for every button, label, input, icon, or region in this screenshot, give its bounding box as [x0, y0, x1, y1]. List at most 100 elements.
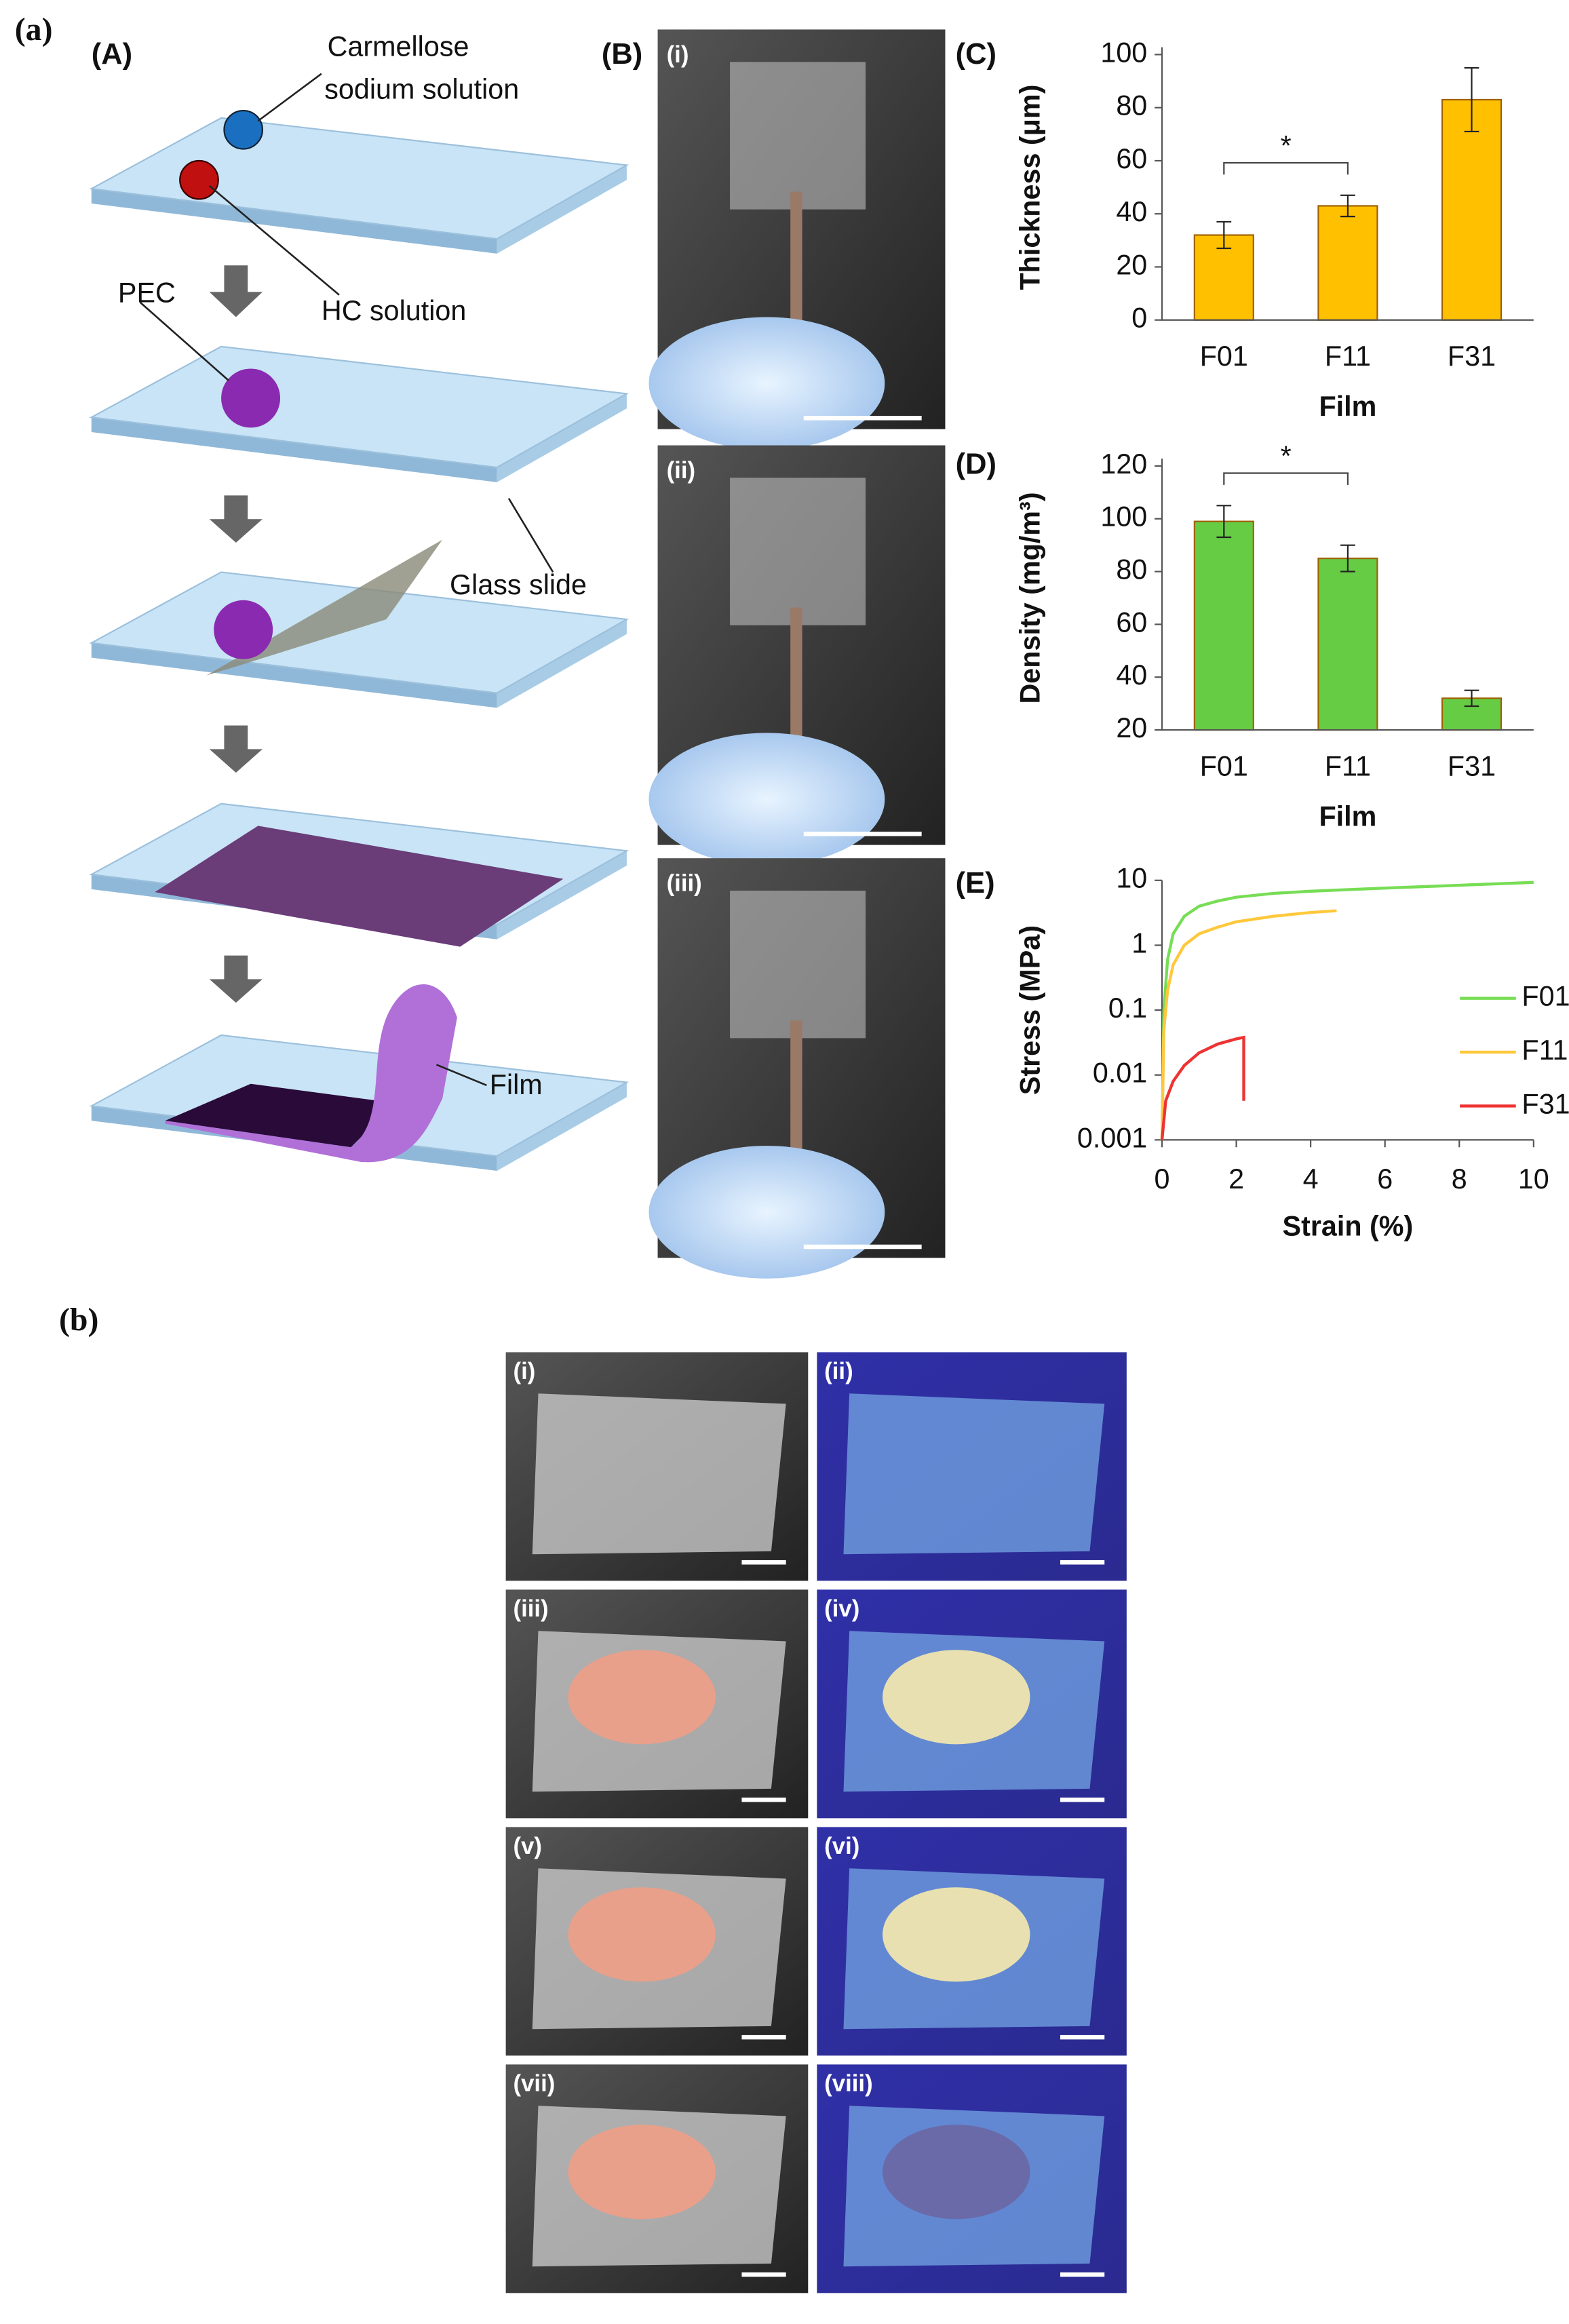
y-tick-label: 40 — [1116, 196, 1147, 227]
x-tick-label: 10 — [1518, 1163, 1549, 1195]
photo: (vii) — [505, 2064, 809, 2293]
y-tick-label: 60 — [1116, 143, 1147, 174]
film-sample — [730, 891, 866, 1039]
y-tick-label: 20 — [1116, 249, 1147, 280]
photo: (iv) — [817, 1589, 1127, 1819]
process-arrows — [209, 265, 263, 1003]
x-tick-label: F31 — [1448, 341, 1496, 372]
photo-label: (iv) — [824, 1596, 859, 1622]
x-tick-label: F01 — [1200, 341, 1248, 372]
photo: (i) — [505, 1352, 809, 1581]
y-axis-title: Stress (MPa) — [1015, 925, 1046, 1095]
red-droplet — [179, 159, 219, 200]
y-tick-label: 20 — [1116, 712, 1147, 743]
slide-edge — [91, 642, 497, 708]
photo: (ii) — [817, 1352, 1127, 1581]
photo-label: (ii) — [667, 458, 695, 484]
x-tick-label: 4 — [1303, 1163, 1319, 1195]
significance-bracket — [1223, 472, 1349, 485]
y-tick-label: 0.01 — [1093, 1058, 1147, 1089]
significance-label: * — [1281, 441, 1292, 472]
series-line — [1160, 880, 1534, 1140]
error-bar — [1340, 194, 1355, 218]
x-axis-title: Film — [1319, 391, 1376, 422]
x-tick-label: 2 — [1228, 1163, 1244, 1195]
y-tick-label: 0.001 — [1077, 1122, 1147, 1153]
error-bar — [1216, 505, 1232, 539]
scale-bar — [1060, 2272, 1105, 2277]
y-axis-title: Density (mg/m³) — [1015, 492, 1046, 703]
panel-label: (a) — [15, 12, 53, 47]
bar — [1441, 98, 1503, 321]
slide-edge — [497, 393, 627, 482]
slide-edge — [497, 619, 627, 708]
x-tick-label: 8 — [1452, 1163, 1467, 1195]
axes — [1161, 459, 1534, 731]
axes — [1161, 880, 1534, 1141]
pouch — [532, 1393, 786, 1555]
error-bar — [1464, 66, 1479, 132]
film-layer — [155, 826, 564, 947]
panel-label: (b) — [59, 1302, 98, 1338]
x-tick-label: F11 — [1325, 341, 1371, 372]
sample — [883, 1887, 1030, 1982]
slide-top — [89, 117, 629, 240]
slide-edge — [91, 417, 497, 482]
panel-label: (E) — [956, 867, 995, 899]
y-tick-label: 100 — [1100, 37, 1147, 68]
scale-bar — [803, 832, 922, 836]
y-tick-label: 80 — [1116, 90, 1147, 121]
x-tick-label: F31 — [1448, 750, 1496, 781]
scale-bar — [1060, 1560, 1105, 1565]
label: PEC — [118, 277, 176, 309]
scale-bar — [741, 2034, 786, 2040]
y-tick-label: 10 — [1116, 863, 1147, 894]
legend-label: F11 — [1522, 1034, 1568, 1066]
pec-ball — [214, 600, 273, 659]
photo-label: (viii) — [824, 2071, 872, 2097]
glass-slide — [89, 571, 629, 708]
pec-ball — [221, 368, 281, 428]
slide-top — [89, 571, 629, 694]
error-bar — [1340, 544, 1355, 573]
glove — [648, 1146, 885, 1279]
significance-label: * — [1281, 130, 1292, 161]
legend-label: F01 — [1522, 981, 1569, 1012]
panel-label: (C) — [956, 38, 996, 71]
y-tick-label: 80 — [1116, 554, 1147, 585]
bar — [1317, 205, 1378, 321]
x-axis-title: Strain (%) — [1283, 1211, 1414, 1242]
schematic: Carmellose sodium solution HC solution P… — [89, 31, 629, 1171]
label: Carmellose — [328, 31, 469, 62]
y-tick-label: 120 — [1100, 448, 1147, 480]
x-tick-label: F11 — [1325, 750, 1371, 781]
error-bar — [1216, 220, 1232, 250]
photo-label: (vii) — [514, 2071, 556, 2097]
blue-droplet — [223, 109, 264, 150]
scale-bar — [803, 1244, 922, 1250]
y-tick-label: 1 — [1131, 927, 1147, 958]
photo-label: (iii) — [514, 1596, 549, 1622]
slide-edge — [497, 1082, 627, 1171]
legend-label: F31 — [1522, 1088, 1569, 1119]
scale-bar — [1060, 1797, 1105, 1802]
leaders — [139, 73, 554, 1087]
photo: (v) — [505, 1827, 809, 2056]
y-tick-label: 0 — [1131, 303, 1147, 334]
y-tick-label: 0.1 — [1108, 992, 1147, 1024]
photo-label: (v) — [514, 1834, 543, 1859]
photo-label: (ii) — [824, 1359, 853, 1384]
glove — [648, 733, 885, 866]
y-tick-label: 40 — [1116, 659, 1147, 691]
panel-label: (B) — [602, 38, 642, 71]
bar — [1193, 520, 1254, 731]
scale-bar — [741, 1797, 786, 1802]
y-axis-title: Thickness (μm) — [1015, 85, 1046, 290]
photo-label: (i) — [667, 42, 689, 68]
x-tick-label: 6 — [1377, 1163, 1393, 1195]
panel-label: (D) — [956, 448, 996, 480]
pouch — [843, 1393, 1105, 1555]
film-sample — [730, 478, 866, 625]
photo: (iii) — [648, 858, 946, 1279]
scale-bar — [741, 1560, 786, 1565]
